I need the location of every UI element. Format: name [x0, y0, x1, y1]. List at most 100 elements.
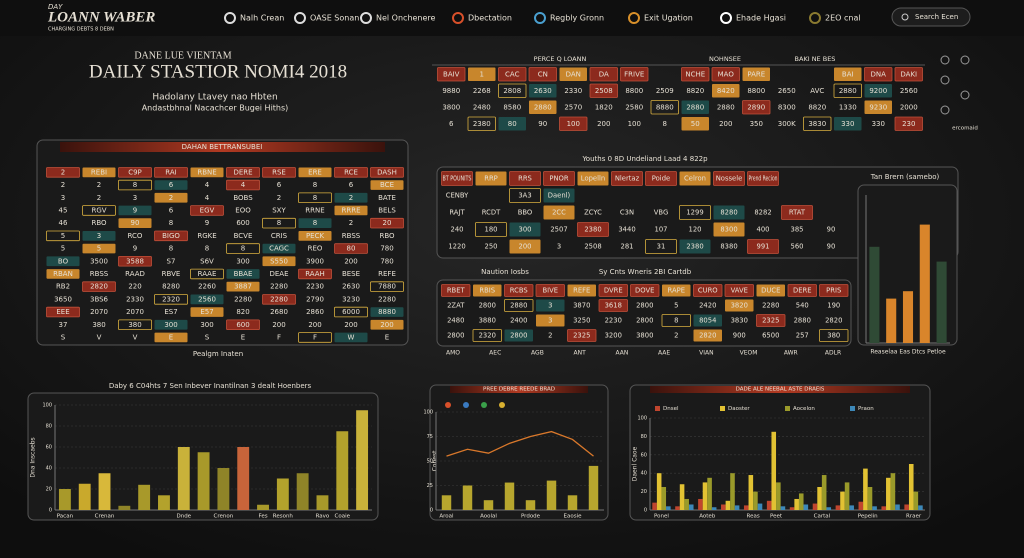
table-cell: 2000 — [900, 103, 918, 111]
bar — [863, 468, 868, 510]
table-header: PERCE Q LOANN — [534, 55, 587, 63]
table-cell: 6000 — [342, 308, 360, 316]
left-table-title: DAHAN BETTRANSUBEI — [182, 143, 263, 151]
nav-item[interactable]: Ehade Hgasi — [736, 14, 786, 23]
bar — [886, 298, 897, 343]
table-cell: 3500 — [90, 257, 108, 265]
table-cell: BCE — [380, 181, 394, 189]
nav-item[interactable]: Dbectation — [468, 14, 512, 23]
table-cell-bg — [819, 329, 849, 342]
bar — [798, 493, 804, 510]
nav-item[interactable]: Nalh Crean — [240, 14, 284, 23]
table-cell-bg — [262, 167, 296, 178]
table-cell-bg — [441, 171, 473, 186]
legend-label: Aocelon — [793, 406, 815, 412]
table-cell: 2820 — [90, 283, 108, 291]
bar — [743, 505, 749, 510]
table-cell: 2800 — [510, 332, 527, 340]
bar — [675, 506, 680, 510]
table-cell: RSE — [272, 168, 286, 176]
table-cell: 90 — [538, 120, 547, 128]
table-cell: DAKI — [900, 70, 917, 78]
table-cell: 230 — [902, 120, 915, 128]
table-cell: 2260 — [198, 283, 216, 291]
bar — [904, 504, 909, 510]
hero-note: Andastbhnal Nacachcer Bugei Hiths) — [142, 104, 289, 113]
table-cell: 2420 — [699, 302, 716, 310]
bar — [504, 482, 515, 510]
nav-icon — [534, 12, 546, 24]
nav-item[interactable]: OASE Sonan — [310, 14, 359, 23]
bar — [840, 491, 845, 510]
table-cell: BBO — [518, 209, 533, 217]
bar — [118, 505, 131, 510]
table-cell: 2280 — [234, 295, 252, 303]
bar — [890, 473, 896, 510]
table-cell-bg — [504, 329, 533, 342]
table-cell: RBET — [447, 287, 466, 295]
nav-item[interactable]: Exit Ugation — [644, 14, 693, 23]
table-cell: RAI — [165, 168, 176, 176]
table-cell-bg — [370, 180, 404, 190]
table-cell: 3BS6 — [90, 295, 109, 303]
table-cell: 50 — [691, 120, 700, 128]
table-cell: RBNE — [197, 168, 216, 176]
table-cell-bg — [262, 217, 296, 229]
table-cell: Daenl) — [548, 192, 571, 200]
nav-icon — [294, 12, 306, 24]
bar — [913, 491, 919, 510]
table-cell-bg — [711, 67, 740, 82]
table-cell-bg — [509, 222, 541, 237]
table-cell-bg — [577, 222, 609, 237]
table-cell-bg — [226, 319, 260, 330]
search-box[interactable] — [891, 7, 971, 27]
nav-item[interactable]: Regbly Gronn — [550, 14, 604, 23]
table-cell-bg — [82, 205, 116, 216]
table-cell: Celron — [684, 175, 706, 183]
table-cell: 1820 — [595, 103, 613, 111]
table-cell-bg — [611, 171, 643, 186]
table-cell: CURO — [698, 287, 718, 295]
side-icon — [940, 55, 950, 65]
table-cell: 380 — [128, 321, 141, 329]
table-cell-bg — [154, 167, 188, 178]
table-cell-bg — [154, 294, 188, 305]
table-cell: 2 — [97, 181, 101, 189]
table-cell-bg — [118, 319, 152, 330]
table-cell: RBAN — [53, 270, 73, 278]
table-cell: 4 — [205, 194, 210, 202]
bar — [872, 506, 877, 510]
table-cell: 900 — [733, 332, 746, 340]
table-cell: 2280 — [378, 295, 396, 303]
table-cell-bg — [693, 329, 722, 342]
table-cell: RAPE — [668, 287, 686, 295]
table-cell-bg — [543, 205, 575, 220]
nav-item[interactable]: 2EO cnal — [825, 14, 861, 23]
x-tick-label: Fes — [258, 514, 267, 520]
table-cell: RCO — [128, 232, 143, 240]
table-cell: DERE — [793, 287, 812, 295]
table-cell-bg — [298, 167, 332, 178]
nav-icon — [720, 12, 732, 24]
table-cell: 9 — [133, 206, 137, 214]
nav-item[interactable]: Nel Onchenere — [376, 14, 436, 23]
table-cell-bg — [543, 188, 575, 203]
table-cell: 820 — [236, 308, 249, 316]
table-cell: 300 — [164, 321, 177, 329]
table-cell: NCHE — [685, 70, 705, 78]
bar — [812, 503, 818, 510]
table-cell: BAIV — [443, 70, 460, 78]
table-cell: MAO — [718, 70, 735, 78]
bar — [918, 505, 923, 510]
table-cell-bg — [190, 167, 224, 178]
table-cell: CN — [538, 70, 548, 78]
table-cell: BT POUNITS — [443, 175, 472, 183]
table-cell: 3870 — [573, 302, 590, 310]
table-cell: DOVE — [635, 287, 654, 295]
table-cell-bg — [742, 67, 770, 81]
logo-small: DAY — [48, 3, 63, 11]
bar — [688, 504, 694, 510]
table-cell-bg — [528, 67, 557, 82]
table-cell-bg — [298, 192, 332, 203]
